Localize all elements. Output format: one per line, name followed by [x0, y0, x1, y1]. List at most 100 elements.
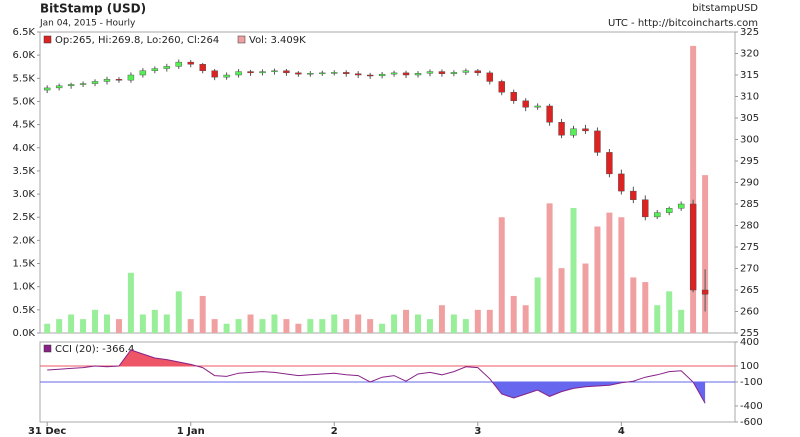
y-tick-label: 5.5K [13, 73, 36, 84]
y2-tick-label: 265 [740, 285, 759, 296]
candle-body [630, 190, 637, 200]
chart-subtitle: Jan 04, 2015 - Hourly [39, 19, 136, 29]
legend-ohlc: Op:265, Hi:269.8, Lo:260, Cl:264 [55, 35, 219, 46]
volume-bar [103, 314, 110, 333]
candle-body [235, 71, 242, 76]
volume-bar [498, 217, 505, 333]
candle-body [426, 71, 434, 74]
volume-bar [474, 309, 481, 333]
volume-bar [582, 263, 589, 333]
candle-body [331, 72, 338, 74]
volume-bar [391, 314, 398, 333]
y2-tick-label: 290 [740, 178, 759, 189]
candle-body [486, 72, 493, 82]
volume-bar [92, 309, 99, 333]
volume-bar [223, 323, 230, 333]
candle-body [522, 100, 529, 108]
volume-bar [68, 314, 75, 333]
candle-body [67, 84, 75, 86]
candle-body [677, 203, 685, 209]
y-tick-label: -600 [740, 417, 763, 428]
candle-body [187, 61, 194, 65]
candle-body [247, 71, 254, 74]
y2-tick-label: 260 [740, 307, 759, 318]
candle-body [474, 70, 482, 74]
volume-bar [415, 314, 421, 333]
candle-body [343, 72, 350, 74]
volume-bar [211, 319, 218, 333]
candle-body [307, 73, 314, 75]
candle-body [450, 72, 458, 74]
y2-tick-label: 300 [740, 135, 759, 146]
candle-body [462, 70, 470, 73]
candle-body [546, 105, 553, 123]
y-tick-label: 2.0K [13, 235, 36, 246]
y-tick-label: 0.0K [13, 328, 36, 339]
candle-body [211, 70, 218, 78]
candle-body [570, 128, 577, 136]
legend-volume: Vol: 3.409K [249, 35, 306, 46]
candle-body [618, 173, 625, 192]
volume-bar [522, 305, 529, 333]
volume-bar [546, 203, 553, 333]
volume-bar [115, 319, 122, 333]
x-tick-label: 31 Dec [28, 426, 66, 437]
volume-bar [367, 319, 374, 333]
candle-body [271, 70, 278, 72]
y-tick-label: -100 [740, 377, 763, 388]
y-tick-label: 100 [740, 361, 759, 372]
volume-bar [690, 45, 697, 334]
volume-bar [199, 295, 206, 333]
candle-body [606, 152, 613, 175]
candle-body [115, 79, 123, 81]
candle-body [103, 79, 111, 82]
y2-tick-label: 320 [740, 49, 759, 60]
volume-bar [558, 268, 565, 333]
y-tick-label: 3.5K [13, 166, 36, 177]
y-tick-label: 6.0K [13, 50, 36, 61]
candle-body [283, 70, 290, 74]
candle-body [402, 72, 410, 76]
y-tick-label: 5.0K [13, 96, 36, 107]
candle-body [91, 81, 99, 84]
candle-body [79, 83, 87, 85]
volume-bar [235, 319, 242, 333]
volume-bar [355, 314, 362, 333]
y-tick-label: 4.0K [13, 143, 36, 154]
volume-bar [618, 217, 625, 333]
y2-tick-label: 285 [740, 199, 759, 210]
candle-body [55, 85, 63, 89]
volume-bar [307, 319, 314, 333]
volume-bar [450, 314, 457, 333]
candle-body [151, 68, 159, 71]
volume-bar [534, 277, 541, 333]
volume-bar [462, 319, 469, 333]
legend-swatch [237, 35, 246, 44]
candle-body [594, 130, 601, 153]
volume-bar [642, 282, 649, 333]
y-tick-label: 1.0K [13, 282, 36, 293]
y2-tick-label: 255 [740, 328, 759, 339]
volume-bar [271, 314, 278, 333]
candle-body [355, 73, 362, 76]
candle-body [701, 289, 709, 295]
y-tick-label: 400 [740, 337, 759, 348]
candle-body [378, 73, 386, 77]
volume-bar [379, 323, 386, 333]
volume-bar [654, 305, 661, 333]
volume-bar [247, 314, 254, 333]
candle-body [163, 66, 170, 69]
y2-tick-label: 295 [740, 156, 759, 167]
volume-bar [187, 319, 194, 333]
candle-body [43, 87, 51, 91]
x-tick-label: 3 [474, 426, 481, 437]
candle-body [438, 71, 446, 74]
volume-bar [283, 319, 290, 333]
candle-body [139, 70, 147, 76]
volume-bar [319, 319, 326, 333]
volume-bar [678, 309, 685, 333]
y-tick-label: 4.5K [13, 120, 36, 131]
y2-tick-label: 315 [740, 70, 759, 81]
candle-body [414, 73, 422, 76]
cci-low-fill [47, 382, 706, 404]
